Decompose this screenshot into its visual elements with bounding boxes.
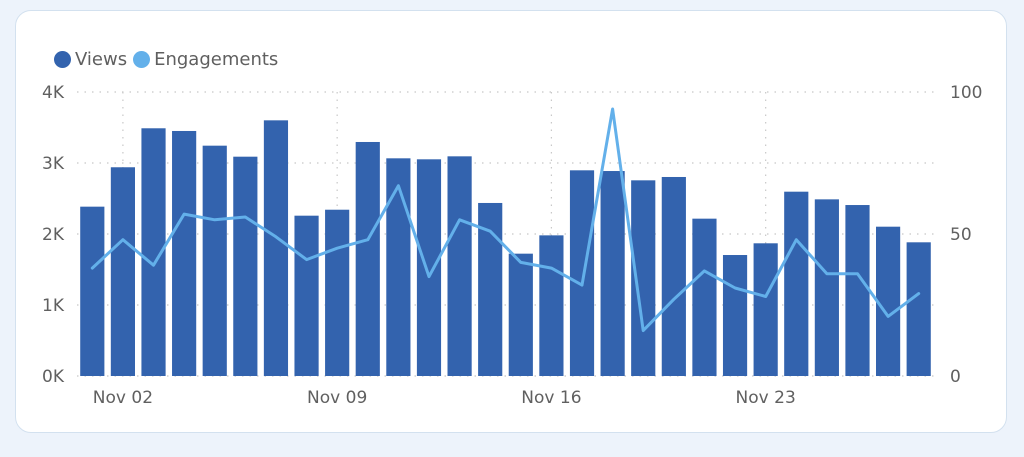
views-bar xyxy=(263,120,289,376)
views-bar xyxy=(600,171,625,376)
views-bar xyxy=(906,242,931,376)
views-bar xyxy=(355,141,380,376)
x-tick-label: Nov 09 xyxy=(307,388,367,408)
legend-label-engagements: Engagements xyxy=(154,49,279,70)
views-bar xyxy=(875,226,901,376)
views-bar xyxy=(722,255,748,376)
x-axis: Nov 02 Nov 09 Nov 16 Nov 23 xyxy=(93,388,796,408)
views-bar xyxy=(661,176,686,376)
views-bar xyxy=(845,205,870,376)
views-bar xyxy=(325,209,350,376)
legend-item-engagements[interactable]: Engagements xyxy=(133,49,278,70)
views-bar xyxy=(202,145,227,376)
legend: Views Engagements xyxy=(54,49,280,70)
y-left-tick-label: 1K xyxy=(42,296,65,316)
y-axis-right: 0 50 100 xyxy=(950,83,982,387)
y-right-tick-label: 100 xyxy=(950,83,982,103)
views-bar xyxy=(294,215,319,376)
y-left-tick-label: 4K xyxy=(42,83,65,103)
views-bar xyxy=(416,159,442,376)
engagements-line xyxy=(90,107,921,333)
y-left-tick-label: 2K xyxy=(42,225,65,245)
views-bar xyxy=(80,206,105,376)
y-axis-left: 0K 1K 2K 3K 4K xyxy=(42,83,65,387)
views-bar xyxy=(233,156,258,376)
engagements-legend-dot-icon xyxy=(133,51,151,68)
y-right-tick-label: 0 xyxy=(950,367,961,387)
x-tick-label: Nov 16 xyxy=(521,388,581,408)
x-tick-label: Nov 02 xyxy=(93,388,153,408)
views-bar xyxy=(447,156,472,376)
y-left-tick-label: 3K xyxy=(42,154,65,174)
views-bar xyxy=(692,218,717,376)
views-bar xyxy=(814,199,839,376)
views-bar xyxy=(172,130,197,376)
views-bar xyxy=(110,167,136,376)
views-legend-dot-icon xyxy=(54,51,71,68)
x-tick-label: Nov 23 xyxy=(736,388,796,408)
legend-item-views[interactable]: Views xyxy=(54,49,127,70)
views-bar xyxy=(386,158,411,376)
views-bar xyxy=(753,243,778,376)
y-left-tick-label: 0K xyxy=(42,367,65,387)
views-bar xyxy=(539,235,564,376)
legend-label-views: Views xyxy=(75,49,128,70)
views-bar xyxy=(569,170,595,376)
views-bar xyxy=(508,253,533,376)
views-bar xyxy=(784,191,809,376)
y-right-tick-label: 50 xyxy=(950,225,972,245)
